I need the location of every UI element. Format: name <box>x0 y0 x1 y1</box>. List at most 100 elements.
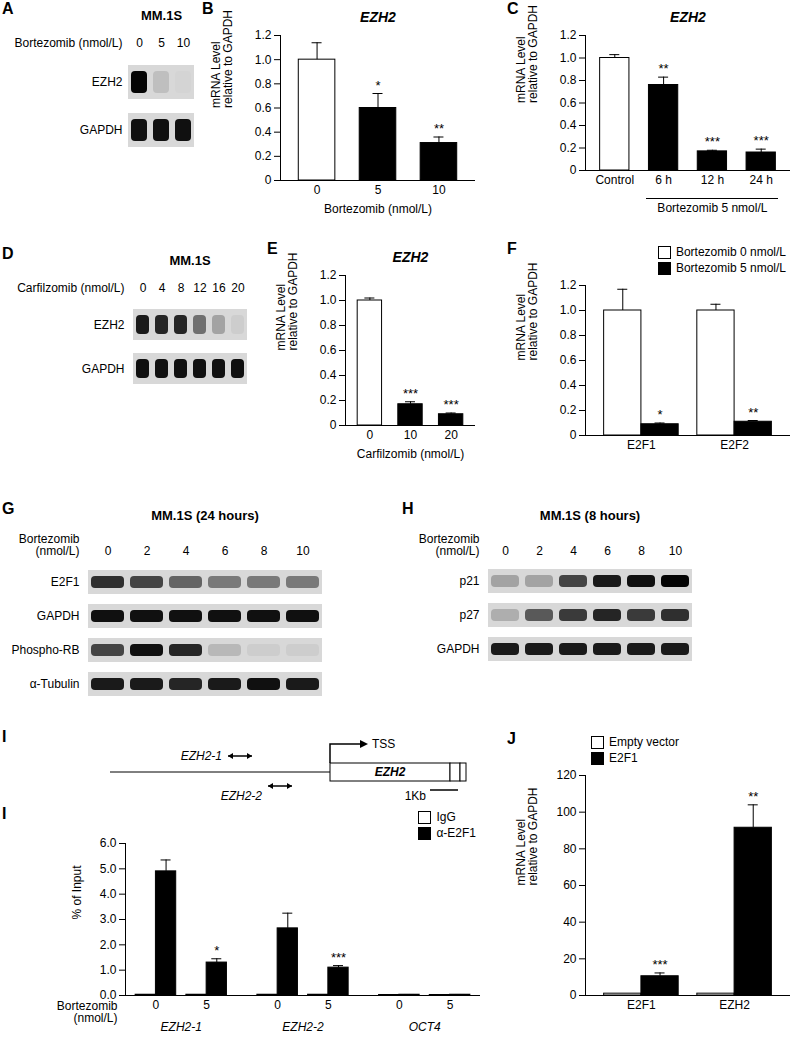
svg-text:60: 60 <box>563 878 577 892</box>
svg-text:6: 6 <box>604 544 611 558</box>
svg-text:0.8: 0.8 <box>255 77 272 91</box>
svg-text:***: *** <box>705 134 720 149</box>
svg-text:% of Input: % of Input <box>70 865 84 920</box>
svg-text:mRNA Levelrelative to GAPDH: mRNA Levelrelative to GAPDH <box>514 262 540 360</box>
svg-text:0.4: 0.4 <box>320 368 337 382</box>
svg-text:*: * <box>658 407 663 422</box>
svg-text:24 h: 24 h <box>750 173 773 187</box>
svg-text:EZH2-1: EZH2-1 <box>161 1020 202 1034</box>
svg-text:5: 5 <box>325 998 332 1012</box>
svg-text:mRNA Levelrelative to GAPDH: mRNA Levelrelative to GAPDH <box>209 10 235 108</box>
svg-text:MM.1S: MM.1S <box>141 8 183 23</box>
svg-text:120: 120 <box>556 768 576 782</box>
svg-text:**: ** <box>659 61 669 76</box>
svg-text:0.6: 0.6 <box>560 96 577 110</box>
svg-text:Bortezomib (nmol/L): Bortezomib (nmol/L) <box>324 202 432 216</box>
svg-text:8: 8 <box>261 544 268 558</box>
svg-text:Carfilzomib (nmol/L): Carfilzomib (nmol/L) <box>357 447 464 461</box>
svg-text:4.0: 4.0 <box>100 887 117 901</box>
svg-text:EZH2: EZH2 <box>375 765 406 779</box>
svg-text:0.8: 0.8 <box>560 328 577 342</box>
svg-text:0: 0 <box>367 428 374 442</box>
svg-text:MM.1S: MM.1S <box>169 253 211 268</box>
svg-text:8: 8 <box>178 281 185 295</box>
svg-text:6 h: 6 h <box>655 173 672 187</box>
svg-text:Phospho-RB: Phospho-RB <box>11 643 79 657</box>
svg-text:8: 8 <box>638 544 645 558</box>
svg-text:0.6: 0.6 <box>320 343 337 357</box>
svg-text:0: 0 <box>570 163 577 177</box>
svg-text:1.0: 1.0 <box>320 293 337 307</box>
svg-text:***: *** <box>444 397 459 412</box>
svg-text:0.2: 0.2 <box>560 403 577 417</box>
svg-text:0.6: 0.6 <box>560 353 577 367</box>
svg-text:6: 6 <box>222 544 229 558</box>
svg-text:10: 10 <box>296 544 310 558</box>
svg-text:0: 0 <box>570 428 577 442</box>
svg-text:1.0: 1.0 <box>255 53 272 67</box>
svg-text:***: *** <box>754 133 769 148</box>
svg-text:1Kb: 1Kb <box>405 789 427 803</box>
svg-text:0.2: 0.2 <box>320 393 337 407</box>
svg-text:***: *** <box>403 386 418 401</box>
svg-text:EZH2: EZH2 <box>360 9 396 25</box>
svg-text:0: 0 <box>105 544 112 558</box>
svg-text:5: 5 <box>447 998 454 1012</box>
svg-text:4: 4 <box>570 544 577 558</box>
svg-text:*: * <box>375 78 380 93</box>
svg-text:0: 0 <box>570 988 577 1002</box>
svg-text:0: 0 <box>274 998 281 1012</box>
svg-text:Carfilzomib (nmol/L): Carfilzomib (nmol/L) <box>17 281 124 295</box>
svg-text:MM.1S (8 hours): MM.1S (8 hours) <box>540 508 640 523</box>
svg-text:6.0: 6.0 <box>100 836 117 850</box>
svg-text:40: 40 <box>563 915 577 929</box>
svg-text:0: 0 <box>314 183 321 197</box>
svg-text:0: 0 <box>502 544 509 558</box>
svg-text:Bortezomib(nmol/L): Bortezomib(nmol/L) <box>57 999 118 1025</box>
svg-text:**: ** <box>748 789 758 804</box>
svg-text:0.4: 0.4 <box>255 125 272 139</box>
svg-text:Bortezomib (nmol/L): Bortezomib (nmol/L) <box>14 36 122 50</box>
svg-text:20: 20 <box>444 428 458 442</box>
svg-text:α-Tubulin: α-Tubulin <box>30 677 80 691</box>
svg-text:1.2: 1.2 <box>320 268 337 282</box>
svg-text:10: 10 <box>177 36 191 50</box>
svg-text:mRNA Levelrelative to GAPDH: mRNA Levelrelative to GAPDH <box>514 5 540 103</box>
svg-text:E2F1: E2F1 <box>627 998 656 1012</box>
svg-text:mRNA Levelrelative to GAPDH: mRNA Levelrelative to GAPDH <box>514 787 540 885</box>
svg-text:EZH2-2: EZH2-2 <box>282 1020 324 1034</box>
svg-text:Bortezomib 5 nmol/L: Bortezomib 5 nmol/L <box>657 201 767 215</box>
svg-text:0.6: 0.6 <box>255 101 272 115</box>
svg-text:1.2: 1.2 <box>560 278 577 292</box>
svg-text:p21: p21 <box>459 574 479 588</box>
svg-text:EZH2: EZH2 <box>94 318 125 332</box>
svg-text:EZH2: EZH2 <box>393 249 429 265</box>
svg-text:5.0: 5.0 <box>100 862 117 876</box>
svg-text:E2F1: E2F1 <box>627 438 656 452</box>
svg-text:10: 10 <box>669 544 683 558</box>
svg-text:TSS: TSS <box>372 737 395 751</box>
svg-text:5: 5 <box>158 36 165 50</box>
svg-text:2: 2 <box>536 544 543 558</box>
svg-text:0: 0 <box>265 173 272 187</box>
svg-text:0.2: 0.2 <box>560 141 577 155</box>
svg-text:0: 0 <box>140 281 147 295</box>
svg-text:1.0: 1.0 <box>560 303 577 317</box>
svg-text:p27: p27 <box>459 608 479 622</box>
svg-text:0.2: 0.2 <box>255 149 272 163</box>
svg-text:Bortezomib(nmol/L): Bortezomib(nmol/L) <box>19 532 80 558</box>
svg-text:16: 16 <box>212 281 226 295</box>
svg-text:EZH2-2: EZH2-2 <box>221 789 263 803</box>
svg-text:20: 20 <box>563 952 577 966</box>
svg-text:0: 0 <box>153 998 160 1012</box>
svg-text:5: 5 <box>203 998 210 1012</box>
svg-text:GAPDH: GAPDH <box>82 362 125 376</box>
svg-text:E2F1: E2F1 <box>51 575 80 589</box>
svg-text:1.2: 1.2 <box>560 28 577 42</box>
svg-text:20: 20 <box>231 281 245 295</box>
svg-text:GAPDH: GAPDH <box>80 123 123 137</box>
svg-text:0.8: 0.8 <box>560 73 577 87</box>
svg-text:10: 10 <box>432 183 446 197</box>
svg-text:10: 10 <box>404 428 418 442</box>
svg-text:3.0: 3.0 <box>100 912 117 926</box>
